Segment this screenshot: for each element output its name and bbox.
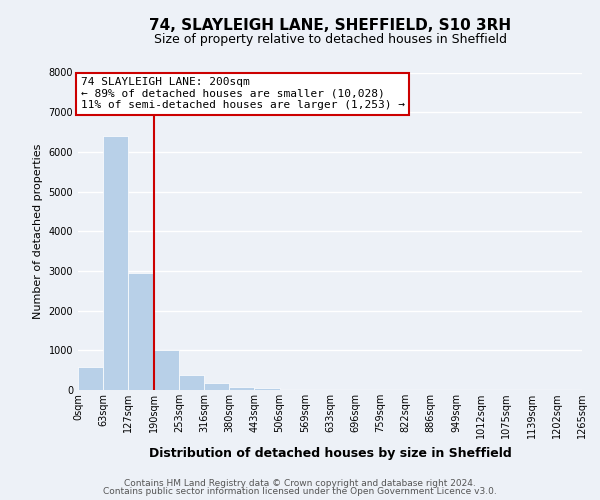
- X-axis label: Distribution of detached houses by size in Sheffield: Distribution of detached houses by size …: [149, 446, 511, 460]
- Text: Size of property relative to detached houses in Sheffield: Size of property relative to detached ho…: [154, 32, 506, 46]
- Bar: [78, 368, 103, 390]
- Bar: [229, 387, 254, 390]
- Y-axis label: Number of detached properties: Number of detached properties: [33, 144, 43, 319]
- Bar: [254, 388, 280, 390]
- Bar: [128, 273, 154, 390]
- Text: Contains public sector information licensed under the Open Government Licence v3: Contains public sector information licen…: [103, 487, 497, 496]
- Bar: [204, 382, 229, 390]
- Text: 74, SLAYLEIGH LANE, SHEFFIELD, S10 3RH: 74, SLAYLEIGH LANE, SHEFFIELD, S10 3RH: [149, 18, 511, 32]
- Text: 74 SLAYLEIGH LANE: 200sqm
← 89% of detached houses are smaller (10,028)
11% of s: 74 SLAYLEIGH LANE: 200sqm ← 89% of detac…: [80, 78, 404, 110]
- Bar: [103, 136, 128, 390]
- Bar: [154, 350, 179, 390]
- Text: Contains HM Land Registry data © Crown copyright and database right 2024.: Contains HM Land Registry data © Crown c…: [124, 478, 476, 488]
- Bar: [179, 374, 204, 390]
